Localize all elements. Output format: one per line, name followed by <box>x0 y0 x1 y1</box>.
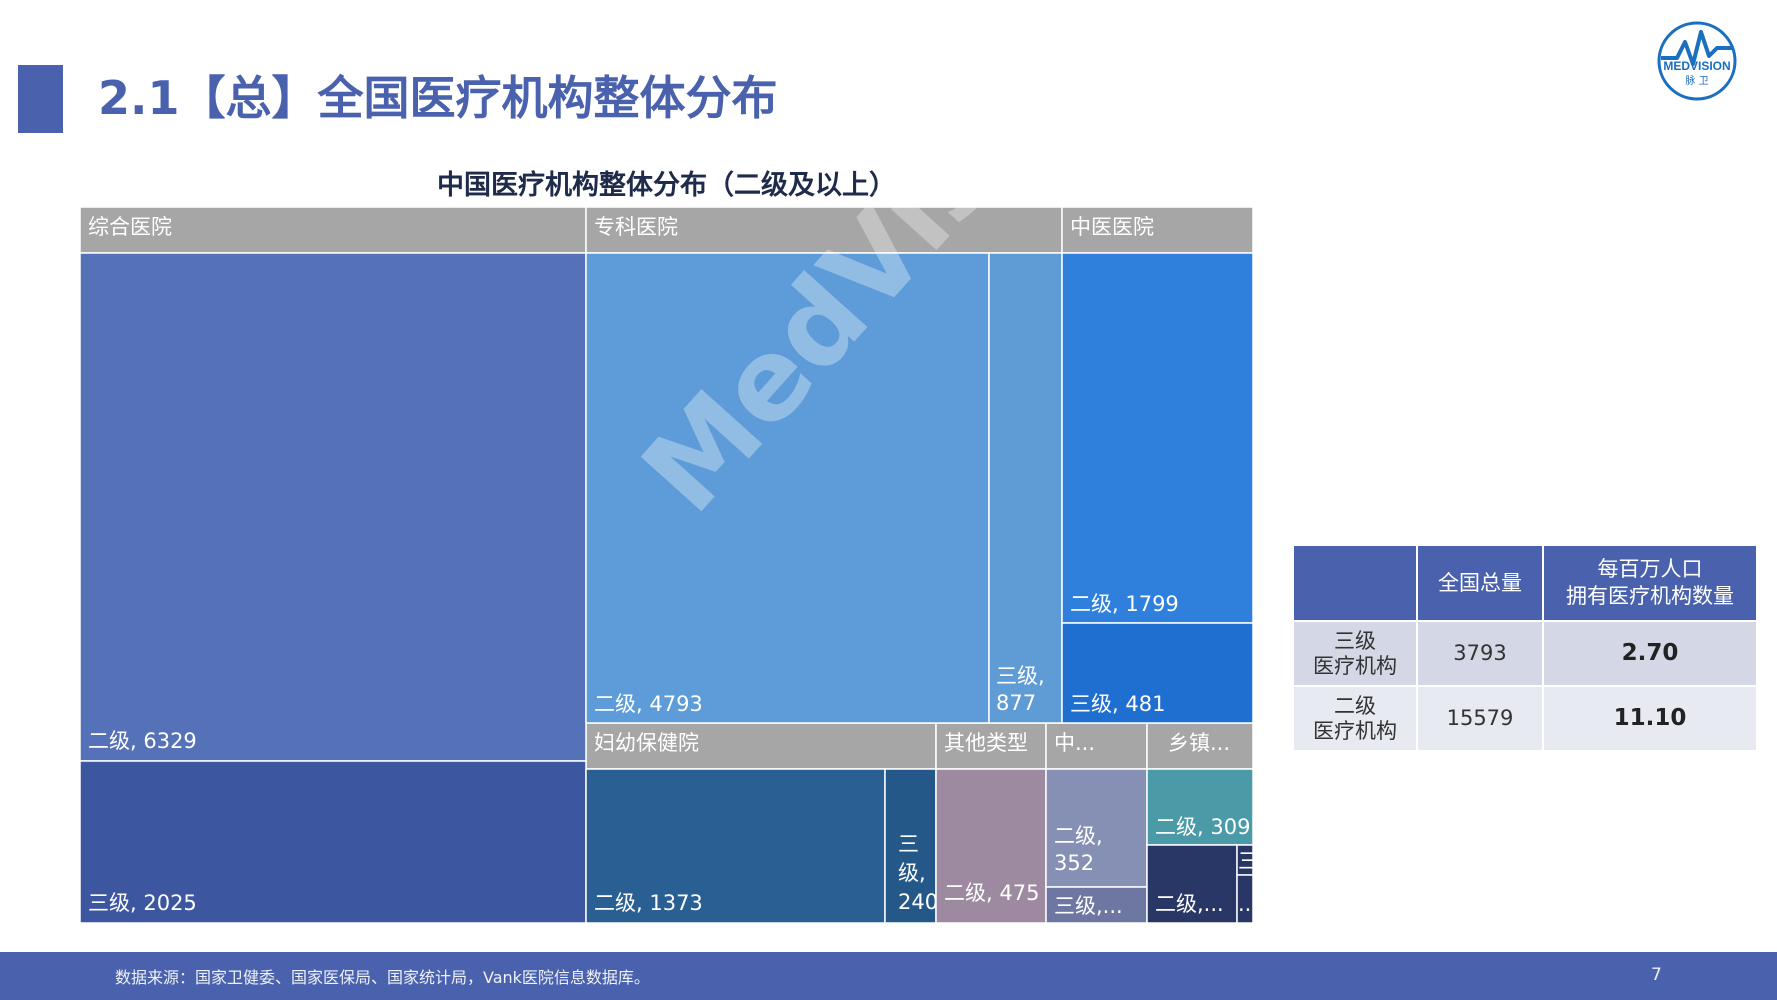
table-header-empty <box>1294 546 1416 620</box>
tile-label: 二级,... <box>1155 892 1224 916</box>
group-header-label: 专科医院 <box>594 215 678 239</box>
group-header <box>935 722 1047 770</box>
footer-bar: 数据来源：国家卫健委、国家医保局、国家统计局，Vank医院信息数据库。 7 <box>0 952 1777 1000</box>
table-row: 三级 医疗机构 3793 2.70 <box>1294 622 1756 685</box>
row-label: 三级 医疗机构 <box>1294 622 1416 685</box>
group-header-label: 妇幼保健院 <box>594 731 699 755</box>
tile-general-level2 <box>80 252 587 762</box>
tile-other-level2 <box>935 768 1047 923</box>
table-header-row: 全国总量 每百万人口 拥有医疗机构数量 <box>1294 546 1756 620</box>
footer-source: 数据来源：国家卫健委、国家医保局、国家统计局，Vank医院信息数据库。 <box>115 968 650 987</box>
tile-label: 二级, 1799 <box>1070 592 1179 616</box>
row-per-million: 2.70 <box>1544 622 1756 685</box>
tile-label: 二级, 309 <box>1155 815 1250 839</box>
chart-title: 中国医疗机构整体分布（二级及以上） <box>437 170 896 201</box>
row-label: 二级 医疗机构 <box>1294 687 1416 750</box>
tile-label: 二级, 352 <box>1054 824 1103 875</box>
tile-town-level2 <box>1146 768 1253 846</box>
title-accent-bar <box>18 65 63 133</box>
tile-town-other <box>1146 844 1238 923</box>
group-header-label: 乡镇... <box>1168 731 1230 755</box>
table-row: 二级 医疗机构 15579 11.10 <box>1294 687 1756 750</box>
medvision-logo: MEDVISION 脉 卫 <box>1657 21 1737 101</box>
tile-specialty-level2 <box>585 252 990 724</box>
tile-zhong-level2 <box>1045 768 1148 888</box>
tile-label: ... <box>1238 892 1253 916</box>
page-title: 2.1【总】全国医疗机构整体分布 <box>98 71 778 125</box>
group-header <box>585 207 1063 254</box>
tile-town-remainder <box>1236 874 1253 923</box>
tile-label: 三级, 877 <box>996 664 1045 715</box>
tile-specialty-level3 <box>988 252 1063 724</box>
tile-label: 三级, 240 <box>898 832 938 914</box>
group-header-label: 中... <box>1054 731 1095 755</box>
tile-label: 三 <box>1238 849 1253 873</box>
table-header-total: 全国总量 <box>1418 546 1542 620</box>
summary-table: 全国总量 每百万人口 拥有医疗机构数量 三级 医疗机构 3793 2.70 二级… <box>1292 544 1758 752</box>
row-total: 3793 <box>1418 622 1542 685</box>
group-header-label: 中医医院 <box>1070 215 1154 239</box>
logo-text: MEDVISION <box>1663 59 1730 73</box>
tile-label: 二级, 6329 <box>88 729 197 753</box>
tile-label: 三级, 2025 <box>88 891 197 915</box>
tile-general-level3 <box>80 760 587 923</box>
row-total: 15579 <box>1418 687 1542 750</box>
group-header-label: 综合医院 <box>88 215 172 239</box>
tile-maternal-level3 <box>884 768 937 923</box>
tile-label: 二级, 1373 <box>594 891 703 915</box>
tile-tcm-level2 <box>1061 252 1253 624</box>
tile-label: 三级, 481 <box>1070 692 1165 716</box>
tile-label: 二级, 4793 <box>594 692 703 716</box>
page-number: 7 <box>1651 965 1662 985</box>
row-per-million: 11.10 <box>1544 687 1756 750</box>
tile-label: 二级, 475 <box>944 881 1039 905</box>
tile-label: 三级,... <box>1054 894 1123 918</box>
table-header-per-million: 每百万人口 拥有医疗机构数量 <box>1544 546 1756 620</box>
tile-tcm-level3 <box>1061 622 1253 724</box>
group-header-label: 其他类型 <box>944 731 1028 755</box>
logo-subtext: 脉 卫 <box>1685 74 1708 87</box>
